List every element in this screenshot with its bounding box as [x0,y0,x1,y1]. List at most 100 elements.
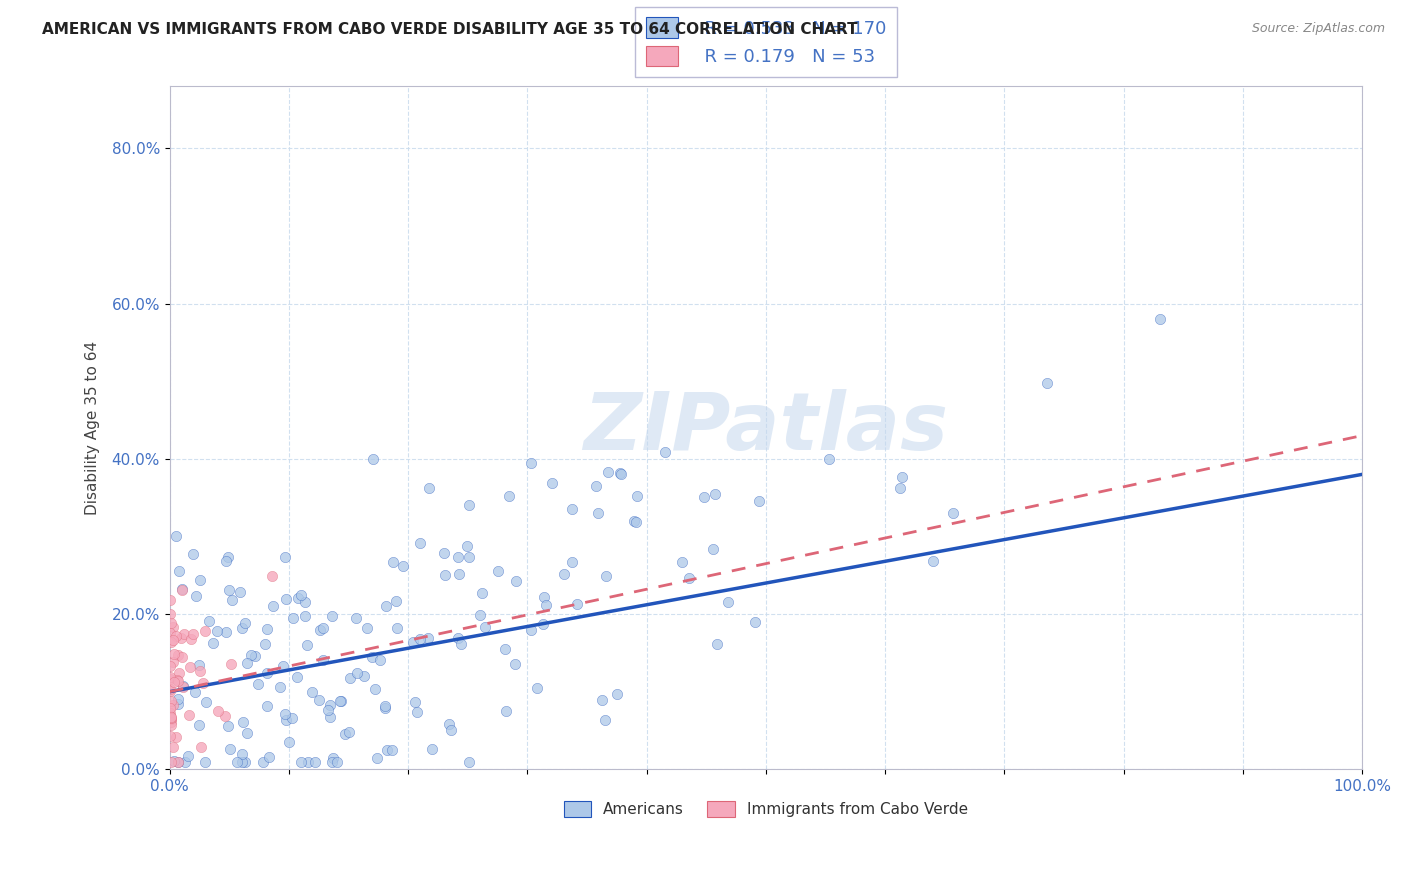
Point [610,467,633,481]
Point [274,707,297,722]
Point [368,653,391,667]
Point [598,466,620,480]
Point [217,719,239,733]
Point [702,541,724,556]
Point [402,635,425,649]
Point [375,742,398,756]
Point [181,547,204,561]
Point [269,681,291,695]
Point [184,589,207,603]
Point [201,636,224,650]
Point [353,669,375,683]
Point [271,658,294,673]
Point [447,632,470,646]
Point [159,615,181,630]
Point [235,615,257,630]
Point [458,498,481,512]
Point [160,711,183,725]
Point [169,632,191,646]
Point [215,554,238,568]
Point [190,664,212,678]
Point [170,649,193,664]
Point [191,676,214,690]
Point [162,655,184,669]
Point [184,685,207,699]
Point [519,624,541,638]
Point [294,609,316,624]
Point [318,703,340,717]
Point [188,658,211,673]
Point [181,627,204,641]
Point [173,626,195,640]
Point [165,731,187,745]
Point [561,556,583,570]
Point [1036,376,1059,391]
Point [458,755,481,769]
Point [285,670,308,684]
Point [167,564,190,578]
Point [495,704,517,718]
Point [236,656,259,670]
Point [170,582,193,596]
Point [214,709,236,723]
Point [162,755,184,769]
Point [179,707,201,722]
Point [287,591,309,606]
Point [360,650,382,665]
Point [420,742,443,756]
Point [319,710,342,724]
Point [585,479,607,493]
Point [217,549,239,564]
Point [889,481,911,495]
Point [172,583,194,598]
Point [167,665,190,680]
Point [434,567,457,582]
Text: ZIPatlas: ZIPatlas [583,389,948,467]
Point [322,751,344,765]
Point [290,588,312,602]
Point [520,456,543,470]
Point [180,632,202,646]
Point [159,706,181,721]
Point [167,697,190,711]
Point [409,632,432,647]
Point [166,648,188,663]
Point [312,622,335,636]
Point [337,724,360,739]
Point [159,670,181,684]
Point [593,713,616,727]
Point [257,749,280,764]
Point [498,489,520,503]
Point [363,682,385,697]
Point [488,564,510,578]
Point [606,687,628,701]
Point [440,723,463,737]
Point [205,624,228,639]
Point [172,679,194,693]
Point [623,514,645,528]
Point [294,595,316,609]
Point [392,558,415,573]
Point [233,755,256,769]
Point [654,445,676,459]
Point [319,698,342,712]
Point [626,515,648,529]
Point [194,695,217,709]
Point [163,675,186,690]
Point [187,717,209,731]
Point [457,550,479,565]
Point [231,621,253,635]
Point [301,685,323,699]
Point [162,647,184,661]
Point [226,755,249,769]
Point [218,582,240,597]
Point [374,599,396,614]
Point [534,598,557,612]
Point [215,624,238,639]
Point [274,714,297,728]
Point [177,749,200,764]
Point [159,593,181,607]
Point [304,755,326,769]
Point [366,751,388,765]
Point [531,617,554,632]
